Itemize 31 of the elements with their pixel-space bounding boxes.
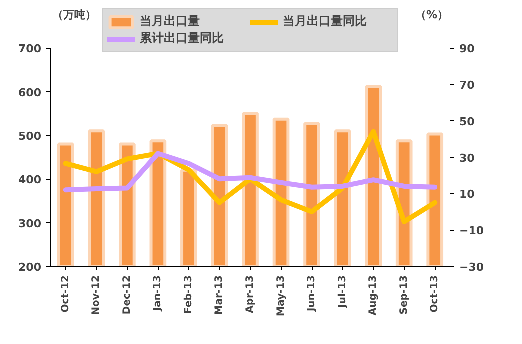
y2-tick-label: −30 bbox=[460, 261, 484, 274]
y-axis-title: （万吨） bbox=[52, 8, 96, 22]
y2-tick-label: 70 bbox=[460, 79, 476, 92]
legend-label: 当月出口量 bbox=[140, 13, 201, 30]
y-tick-label: 700 bbox=[18, 42, 42, 56]
x-tick-label: Nov-12 bbox=[91, 275, 102, 316]
x-tick-label: Jul-13 bbox=[337, 275, 348, 309]
x-tick-label: Dec-12 bbox=[122, 275, 133, 315]
x-tick-label: Aug-13 bbox=[368, 275, 380, 316]
x-tick-label: Oct-12 bbox=[60, 275, 72, 313]
x-tick-label: May-13 bbox=[276, 275, 287, 316]
x-tick-label: Oct-13 bbox=[430, 275, 441, 313]
y2-axis-title: （%） bbox=[415, 8, 449, 22]
y-tick-label: 300 bbox=[18, 217, 42, 230]
x-tick-label: Sep-13 bbox=[398, 275, 410, 315]
y2-tick-label: −10 bbox=[460, 224, 484, 238]
x-tick-label: Feb-13 bbox=[183, 275, 194, 314]
y2-tick-label: 50 bbox=[460, 115, 476, 128]
y-tick-label: 400 bbox=[18, 174, 42, 187]
legend-label: 当月出口量同比 bbox=[283, 13, 368, 30]
x-tick-label: Apr-13 bbox=[245, 275, 256, 314]
y-tick-label: 600 bbox=[18, 86, 42, 100]
x-tick-label: Mar-13 bbox=[214, 275, 226, 316]
y2-tick-label: 90 bbox=[460, 42, 476, 56]
x-tick-label: Jun-13 bbox=[306, 275, 318, 313]
y2-tick-label: 10 bbox=[460, 188, 476, 202]
y2-tick-label: 30 bbox=[460, 152, 476, 165]
y-tick-label: 500 bbox=[18, 130, 42, 143]
y-tick-label: 200 bbox=[18, 261, 42, 274]
x-tick-label: Jan-13 bbox=[152, 275, 164, 312]
legend-label: 累计出口量同比 bbox=[140, 30, 225, 47]
